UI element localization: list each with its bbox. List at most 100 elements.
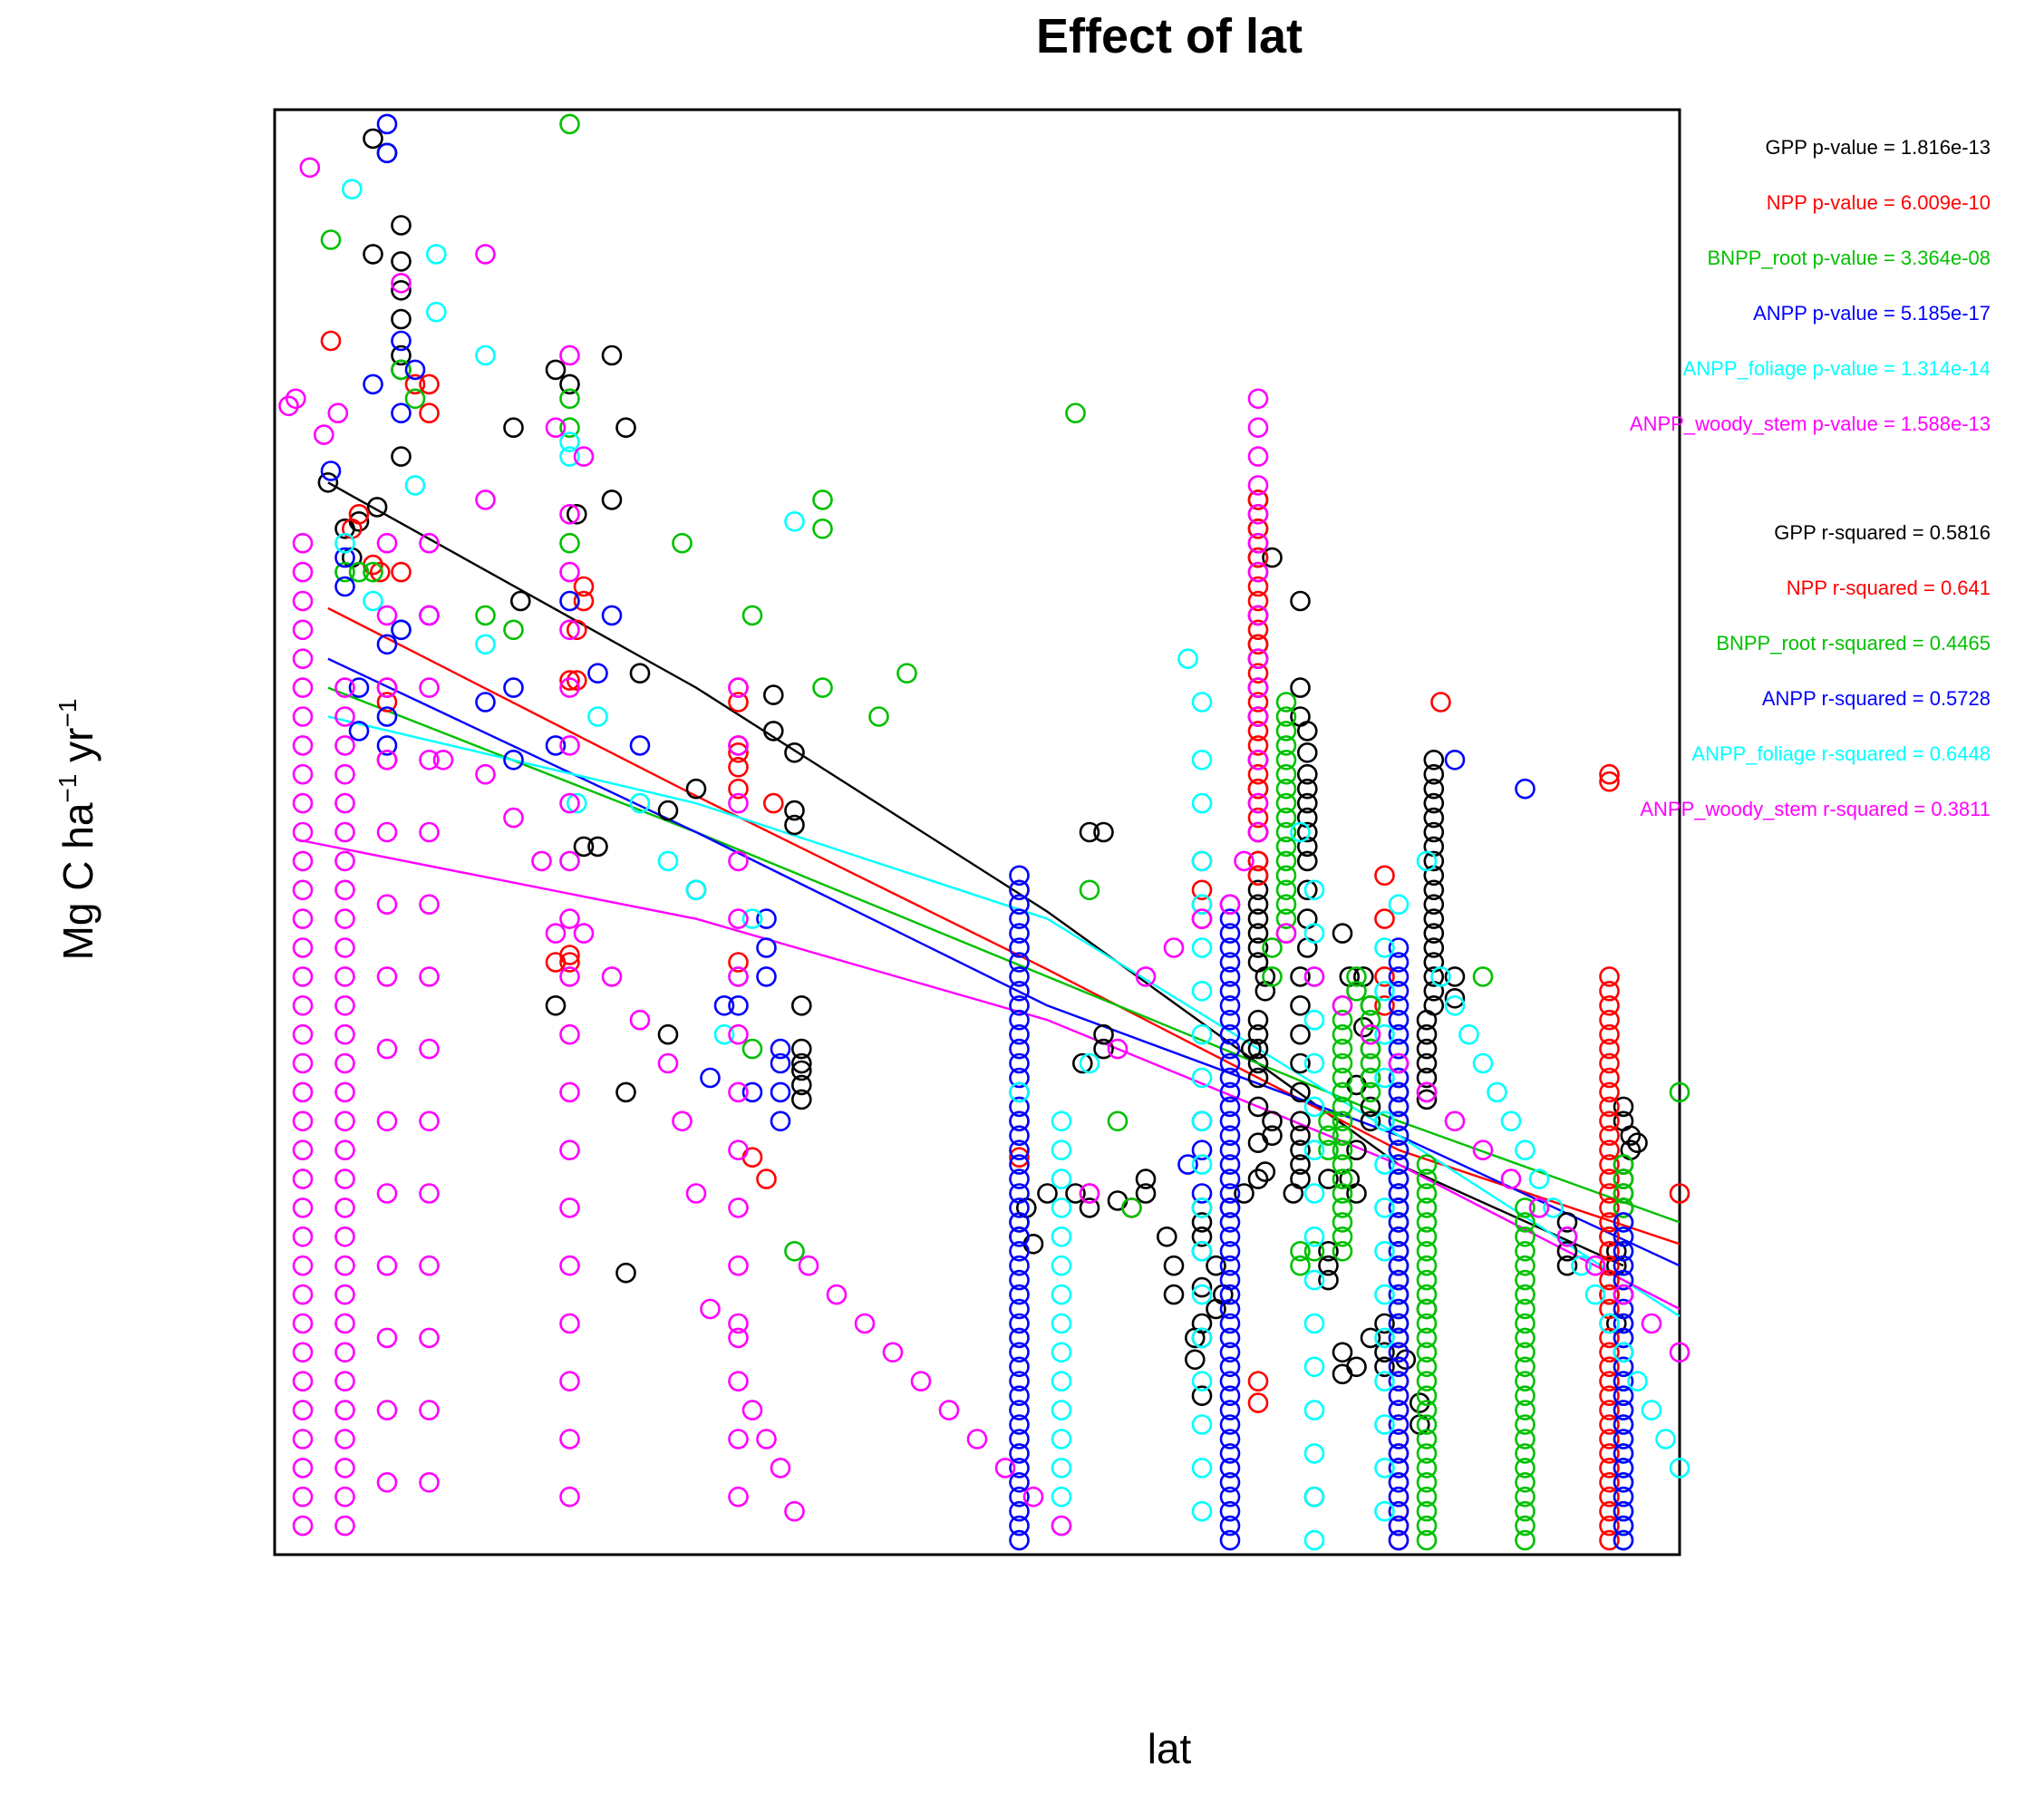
- anpp-woody-stem-point-37: [1051, 1515, 1072, 1537]
- anpp-woody-stem-point-85: [292, 850, 314, 872]
- anpp-point-100: [1219, 1096, 1241, 1118]
- bnpp-root-point-21: [896, 663, 917, 684]
- anpp-point-91: [1219, 966, 1241, 987]
- bnpp-root-point-74: [1360, 1038, 1381, 1060]
- anpp-foliage-point-89: [1416, 850, 1438, 872]
- anpp-foliage-point-47: [1191, 1110, 1213, 1132]
- anpp-point-196: [1613, 1515, 1634, 1537]
- anpp-woody-stem-point-134: [334, 1400, 355, 1420]
- gpp-point-158: [1360, 1327, 1381, 1349]
- gpp-point-77: [1247, 1168, 1269, 1189]
- gpp-point-156: [1332, 923, 1353, 944]
- anpp-woody-stem-point-33: [938, 1400, 960, 1420]
- npp-point-47: [1247, 735, 1269, 756]
- anpp-foliage-point-13: [657, 850, 679, 872]
- bnpp-root-fit-line: [327, 686, 1681, 1224]
- plot-frame: [273, 108, 1681, 1556]
- anpp-point-152: [1388, 1241, 1409, 1262]
- gpp-point-126: [1290, 966, 1311, 987]
- anpp-woody-stem-point-136: [334, 1458, 355, 1479]
- bnpp-root-point-61: [1332, 1139, 1353, 1160]
- anpp-foliage-point-78: [1374, 1110, 1395, 1132]
- anpp-foliage-point-17: [741, 908, 763, 929]
- anpp-point-92: [1219, 981, 1241, 1002]
- npp-point-65: [1247, 1392, 1269, 1413]
- anpp-foliage-point-92: [1458, 1023, 1479, 1045]
- anpp-woody-stem-point-107: [292, 1486, 314, 1508]
- npp-point-17: [566, 619, 587, 641]
- bnpp-root-point-36: [1275, 807, 1297, 829]
- bnpp-root-point-16: [812, 518, 833, 539]
- anpp-foliage-point-46: [1191, 1067, 1213, 1089]
- anpp-woody-stem-point-122: [334, 1052, 355, 1074]
- npp-point-113: [1599, 1052, 1620, 1074]
- bnpp-root-point-119: [1416, 1414, 1438, 1435]
- anpp-woody-stem-point-126: [334, 1168, 355, 1189]
- anpp-woody-stem-point-165: [419, 1400, 440, 1420]
- bnpp-root-point-147: [1515, 1458, 1535, 1479]
- anpp-foliage-point-28: [1051, 1284, 1072, 1305]
- gpp-point-83: [1247, 1067, 1269, 1089]
- gpp-point-193: [1444, 988, 1466, 1009]
- bnpp-root-point-150: [1515, 1500, 1535, 1522]
- npp-point-5: [376, 692, 398, 713]
- gpp-point-76: [1234, 1183, 1254, 1204]
- anpp-point-4: [391, 330, 412, 352]
- bnpp-root-point-32: [1275, 865, 1297, 887]
- bnpp-root-point-180: [1669, 1081, 1690, 1103]
- bnpp-root-point-40: [1275, 749, 1297, 771]
- npp-point-105: [1599, 763, 1620, 785]
- anpp-point-113: [1219, 1284, 1241, 1305]
- npp-point-21: [728, 692, 749, 713]
- npp-point-118: [1599, 1125, 1620, 1146]
- anpp-point-51: [1009, 1096, 1030, 1118]
- gpp-point-49: [1065, 1183, 1086, 1204]
- gpp-point-168: [1416, 1089, 1438, 1110]
- anpp-foliage-point-29: [1051, 1313, 1072, 1334]
- gpp-point-71: [1163, 1284, 1185, 1305]
- npp-point-107: [1599, 966, 1620, 987]
- anpp-woody-stem-point-72: [1641, 1313, 1662, 1334]
- bnpp-root-point-2: [391, 359, 412, 381]
- anpp-foliage-point-88: [1388, 894, 1409, 916]
- gpp-point-26: [657, 800, 679, 821]
- anpp-woody-stem-point-67: [1500, 1168, 1522, 1189]
- anpp-foliage-point-86: [1374, 1458, 1395, 1479]
- npp-point-135: [1599, 1371, 1620, 1391]
- gpp-point-81: [1262, 1110, 1283, 1132]
- anpp-point-56: [1009, 1168, 1030, 1189]
- gpp-point-140: [1318, 1269, 1339, 1291]
- gpp-point-138: [1318, 1241, 1339, 1262]
- npp-point-133: [1599, 1342, 1620, 1363]
- bnpp-root-point-117: [1416, 1385, 1438, 1406]
- bnpp-root-point-53: [1332, 1023, 1353, 1045]
- npp-point-140: [1599, 1443, 1620, 1464]
- npp-point-66: [1247, 1371, 1269, 1391]
- anpp-foliage-point-54: [1191, 1414, 1213, 1435]
- anpp-woody-stem-point-175: [559, 966, 580, 987]
- npp-point-122: [1599, 1183, 1620, 1204]
- anpp-point-103: [1219, 1139, 1241, 1160]
- gpp-point-32: [784, 814, 805, 836]
- anpp-point-2: [391, 402, 412, 424]
- npp-point-25: [728, 778, 749, 800]
- npp-point-139: [1599, 1429, 1620, 1449]
- anpp-foliage-point-76: [1374, 1023, 1395, 1045]
- anpp-point-96: [1219, 1038, 1241, 1060]
- bnpp-root-point-29: [1275, 908, 1297, 929]
- npp-point-134: [1599, 1356, 1620, 1378]
- bnpp-root-point-42: [1275, 721, 1297, 742]
- gpp-point-192: [1423, 749, 1445, 771]
- anpp-point-32: [770, 1052, 791, 1074]
- anpp-point-167: [1388, 1458, 1409, 1479]
- anpp-foliage-point-1: [425, 244, 447, 265]
- anpp-point-93: [1219, 995, 1241, 1016]
- bnpp-root-point-5: [559, 417, 580, 439]
- npp-point-70: [1374, 995, 1395, 1016]
- anpp-woody-stem-point-55: [1247, 475, 1269, 496]
- anpp-woody-stem-point-20: [672, 1110, 693, 1132]
- anpp-woody-stem-point-40: [1135, 966, 1157, 987]
- bnpp-root-point-1: [320, 229, 342, 250]
- anpp-woody-stem-point-197: [728, 1371, 749, 1391]
- gpp-point-74: [1206, 1255, 1226, 1276]
